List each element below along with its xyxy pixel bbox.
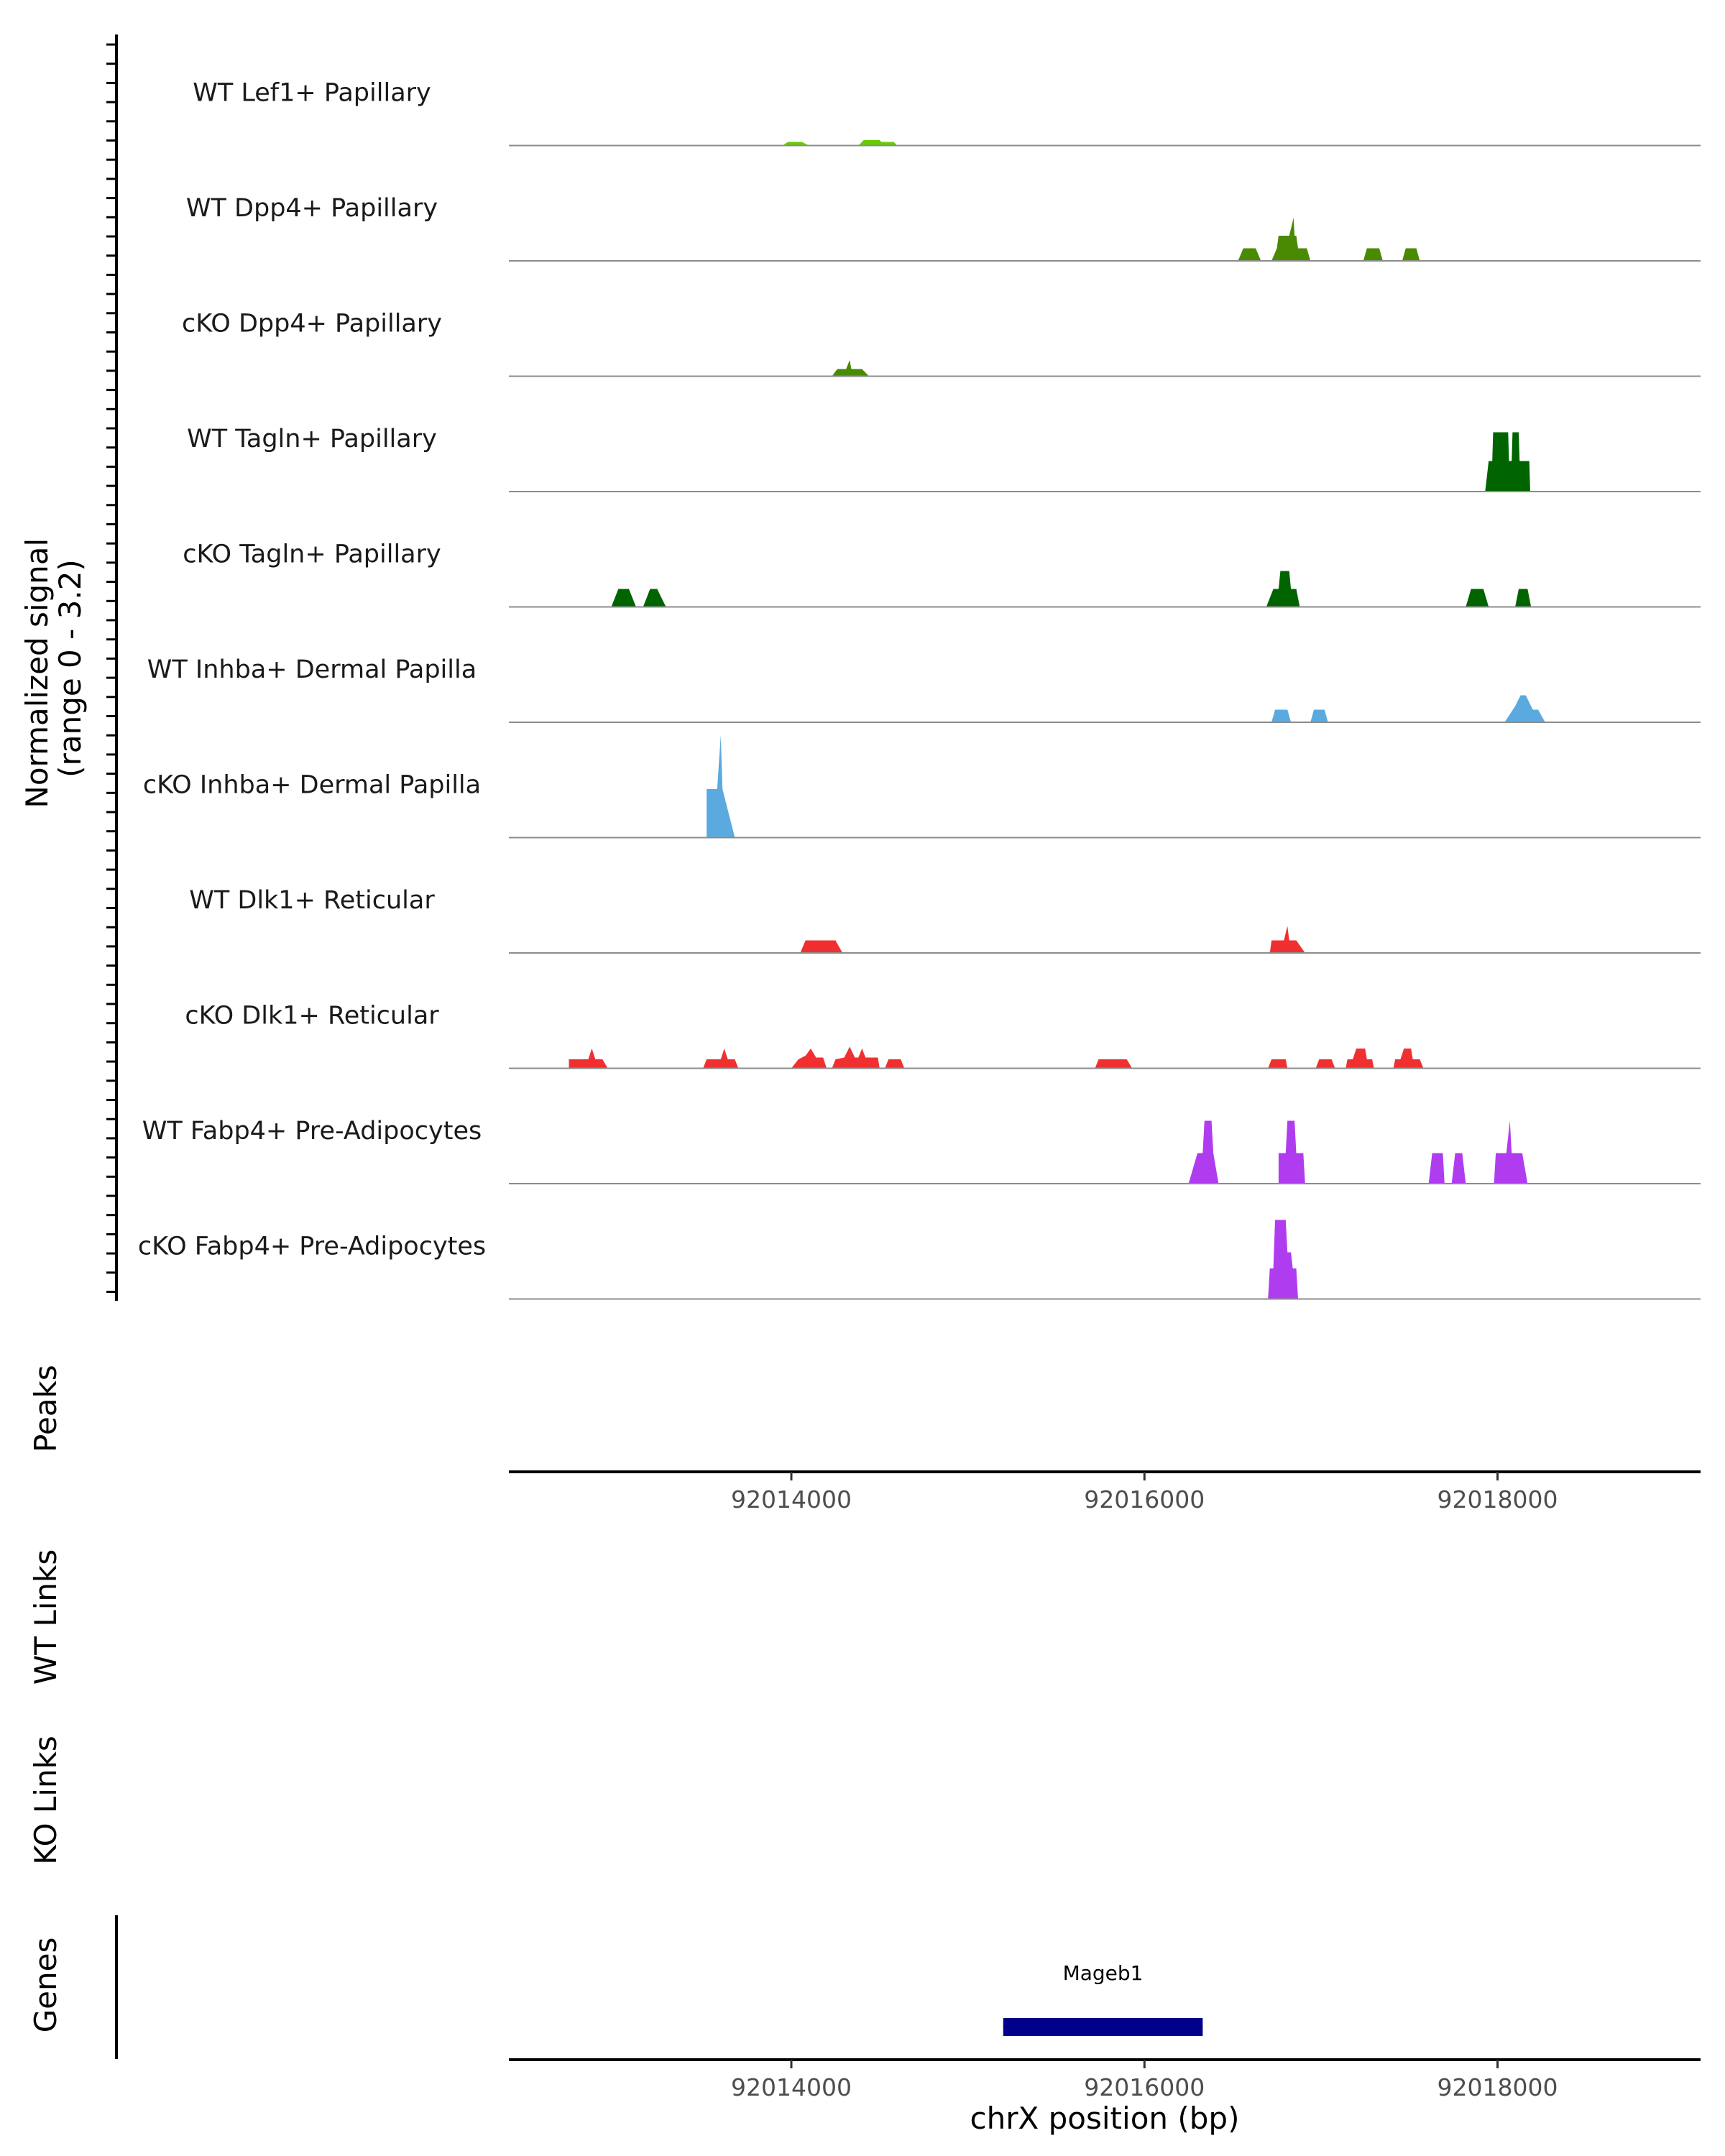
gene-exon bbox=[1003, 2018, 1203, 2036]
genes-track-label: Genes bbox=[28, 1938, 63, 2033]
coverage-track: cKO Inhba+ Dermal Papilla bbox=[143, 735, 1701, 839]
coverage-track: cKO Dlk1+ Reticular bbox=[185, 1002, 1701, 1069]
track-label: WT Tagln+ Papillary bbox=[187, 425, 437, 453]
top-x-axis: 92014000 92016000 92018000 bbox=[509, 1470, 1701, 1514]
wt-links-track-label: WT Links bbox=[28, 1549, 63, 1685]
coverage-peak bbox=[643, 589, 666, 607]
coverage-y-ticks bbox=[106, 43, 116, 1293]
bottom-x-axis-ticks: 92014000 92016000 92018000 bbox=[731, 2060, 1558, 2101]
track-label: cKO Tagln+ Papillary bbox=[183, 540, 441, 569]
coverage-peak bbox=[1451, 1153, 1466, 1184]
coverage-peak bbox=[703, 1049, 739, 1069]
track-label: WT Inhba+ Dermal Papilla bbox=[147, 655, 477, 684]
x-axis-tick-label: 92014000 bbox=[731, 2073, 852, 2101]
coverage-peak bbox=[1310, 709, 1328, 722]
coverage-track: WT Fabp4+ Pre-Adipocytes bbox=[142, 1117, 1701, 1184]
x-axis-tick-label: 92018000 bbox=[1438, 1485, 1558, 1514]
coverage-peak bbox=[1485, 432, 1530, 492]
coverage-peak bbox=[1402, 248, 1420, 261]
coverage-tracks: WT Lef1+ Papillary WT Dpp4+ Papillary cKO … bbox=[138, 79, 1701, 1300]
coverage-peak bbox=[1238, 248, 1261, 261]
coverage-peak bbox=[800, 940, 843, 953]
coverage-peak bbox=[1188, 1120, 1219, 1184]
coverage-track: WT Dlk1+ Reticular bbox=[189, 886, 1701, 954]
coverage-peak bbox=[1315, 1059, 1335, 1069]
coverage-peak bbox=[611, 589, 636, 607]
coverage-peak bbox=[1268, 1220, 1298, 1299]
top-x-axis-ticks: 92014000 92016000 92018000 bbox=[731, 1472, 1558, 1514]
bottom-x-axis: 92014000 92016000 92018000 bbox=[509, 2058, 1701, 2101]
coverage-peak bbox=[791, 1049, 827, 1069]
track-label: cKO Inhba+ Dermal Papilla bbox=[143, 771, 481, 800]
coverage-peak bbox=[1363, 248, 1383, 261]
coverage-peak bbox=[707, 735, 735, 838]
x-axis-title: chrX position (bp) bbox=[970, 2101, 1240, 2136]
coverage-peak bbox=[1428, 1153, 1445, 1184]
coverage-peak bbox=[1346, 1049, 1374, 1069]
coverage-track: WT Tagln+ Papillary bbox=[187, 425, 1701, 492]
coverage-peak bbox=[1278, 1120, 1305, 1184]
coverage-peak bbox=[1266, 571, 1300, 607]
coverage-peak bbox=[782, 142, 809, 146]
coverage-track: WT Dpp4+ Papillary bbox=[186, 194, 1701, 262]
coverage-track: WT Inhba+ Dermal Papilla bbox=[147, 655, 1701, 723]
coverage-peak bbox=[885, 1059, 905, 1069]
coverage-peak bbox=[1466, 589, 1489, 607]
coverage-peak bbox=[832, 1046, 880, 1069]
track-label: WT Dlk1+ Reticular bbox=[189, 886, 435, 915]
coverage-peak bbox=[1494, 1120, 1528, 1184]
coverage-track: cKO Dpp4+ Papillary bbox=[182, 310, 1701, 377]
coverage-y-axis bbox=[106, 34, 118, 1301]
gene-annotations: Mageb1 bbox=[1003, 1961, 1203, 2036]
coverage-peak bbox=[1268, 1059, 1288, 1069]
track-label: WT Fabp4+ Pre-Adipocytes bbox=[142, 1117, 482, 1146]
coverage-track: WT Lef1+ Papillary bbox=[193, 79, 1701, 147]
coverage-peak bbox=[1504, 695, 1545, 722]
x-axis-tick-label: 92016000 bbox=[1084, 2073, 1205, 2101]
coverage-peak bbox=[569, 1049, 608, 1069]
coverage-peak bbox=[832, 360, 870, 377]
coverage-track: cKO Fabp4+ Pre-Adipocytes bbox=[138, 1220, 1701, 1300]
track-label: cKO Dlk1+ Reticular bbox=[185, 1002, 439, 1031]
coverage-track: cKO Tagln+ Papillary bbox=[183, 540, 1701, 608]
x-axis-tick-label: 92016000 bbox=[1084, 1485, 1205, 1514]
track-label: WT Dpp4+ Papillary bbox=[186, 194, 438, 223]
x-axis-tick-label: 92014000 bbox=[731, 1485, 852, 1514]
track-label: cKO Fabp4+ Pre-Adipocytes bbox=[138, 1233, 486, 1261]
coverage-peak bbox=[1515, 589, 1532, 607]
ko-links-track-label: KO Links bbox=[28, 1736, 63, 1865]
coverage-peak bbox=[1269, 926, 1305, 953]
y-axis-title-line-2: (range 0 - 3.2) bbox=[52, 559, 88, 778]
y-axis-title: Normalized signal (range 0 - 3.2) bbox=[19, 528, 88, 808]
gene-label: Mageb1 bbox=[1063, 1961, 1144, 1985]
x-axis-tick-label: 92018000 bbox=[1438, 2073, 1558, 2101]
coverage-peak bbox=[1095, 1059, 1133, 1069]
track-label: cKO Dpp4+ Papillary bbox=[182, 310, 442, 338]
coverage-peak bbox=[858, 140, 898, 146]
coverage-peak bbox=[1271, 218, 1311, 261]
coverage-peak bbox=[1271, 709, 1292, 722]
y-axis-title-line-1: Normalized signal bbox=[19, 538, 55, 808]
peaks-track-label: Peaks bbox=[28, 1365, 63, 1452]
coverage-peak bbox=[1393, 1049, 1424, 1069]
track-label: WT Lef1+ Papillary bbox=[193, 79, 431, 108]
